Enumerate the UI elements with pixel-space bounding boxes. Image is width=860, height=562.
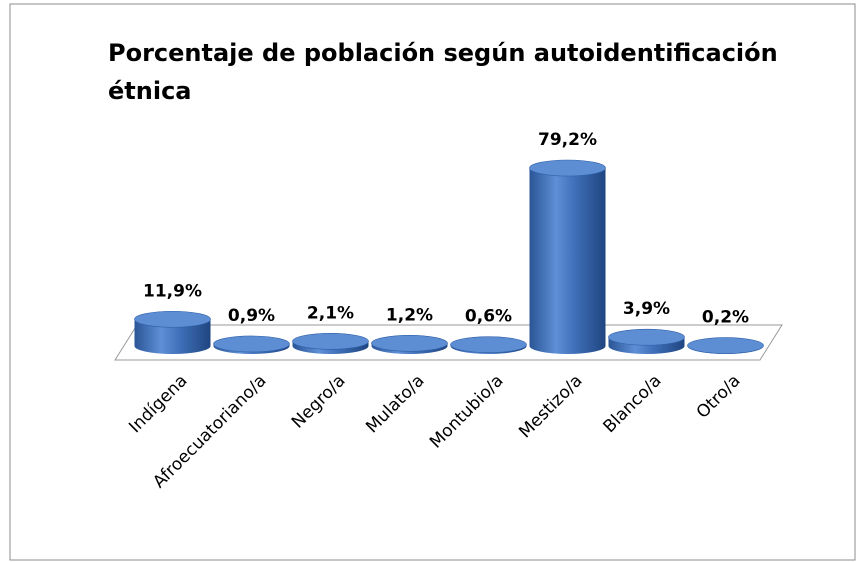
bar-top [134, 310, 211, 328]
bar-top [608, 328, 685, 346]
value-label: 0,2% [702, 308, 749, 328]
x-tick-label: Indígena [125, 371, 191, 437]
x-tick-label: Montubio/a [426, 371, 508, 453]
chart-title: Porcentaje de población según autoidenti… [108, 39, 778, 105]
bar-top [371, 335, 448, 352]
value-label: 2,1% [307, 303, 354, 323]
value-label: 79,2% [538, 130, 597, 150]
x-tick-label: Mestizo/a [515, 371, 586, 442]
x-tick-label: Negro/a [288, 371, 350, 433]
bar-top [529, 159, 606, 177]
value-label: 3,9% [623, 299, 670, 319]
value-label: 1,2% [386, 305, 433, 325]
bar-body [529, 168, 606, 354]
x-tick-label: Mulato/a [362, 371, 428, 437]
bar-top [213, 335, 290, 353]
chart-frame [9, 3, 856, 561]
value-label: 11,9% [143, 281, 202, 301]
x-tick-label: Blanco/a [599, 371, 665, 437]
bar-top [450, 336, 527, 353]
value-label: 0,6% [465, 307, 512, 327]
value-label: 0,9% [228, 306, 275, 326]
x-tick-label: Otro/a [693, 371, 745, 423]
bar-body [134, 319, 211, 354]
bar-top [687, 337, 764, 354]
bar-top [292, 332, 369, 350]
